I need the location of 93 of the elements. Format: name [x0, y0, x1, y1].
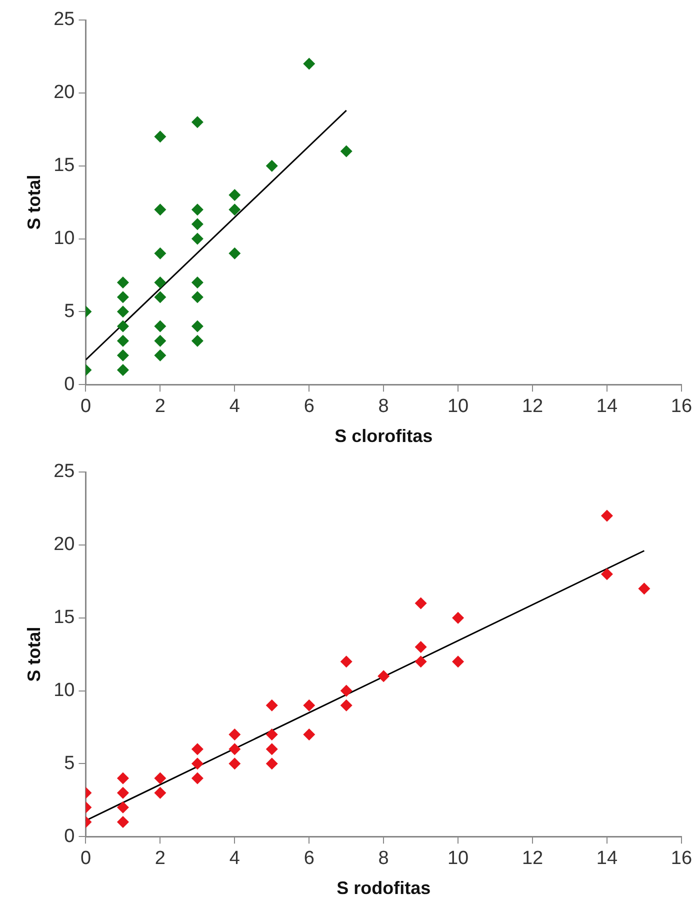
- point: [228, 743, 241, 756]
- point: [600, 568, 613, 580]
- x-axis-title: S rodofitas: [336, 878, 431, 898]
- point: [191, 204, 204, 216]
- point: [116, 276, 129, 289]
- y-axis-title: S total: [24, 174, 44, 230]
- point: [340, 656, 352, 668]
- point: [116, 291, 129, 304]
- x-tick-label: 8: [378, 848, 389, 870]
- point: [228, 189, 241, 202]
- point: [191, 772, 204, 784]
- x-tick-label: 10: [447, 848, 469, 870]
- y-tick-label: 5: [64, 300, 75, 322]
- x-tick-label: 14: [596, 396, 618, 418]
- x-tick-label: 6: [304, 396, 314, 418]
- point: [154, 291, 166, 304]
- x-axis-title: S clorofitas: [334, 426, 433, 446]
- point: [414, 641, 427, 654]
- x-tick-label: 8: [378, 396, 389, 418]
- point: [191, 116, 204, 128]
- point: [154, 786, 166, 799]
- point: [154, 349, 166, 362]
- point: [116, 801, 129, 814]
- point: [116, 786, 129, 799]
- y-tick-label: 25: [54, 9, 75, 30]
- point: [191, 758, 204, 770]
- point: [116, 349, 129, 362]
- x-tick-label: 0: [80, 396, 92, 418]
- y-tick-label: 0: [64, 374, 75, 395]
- y-tick-label: 20: [54, 82, 75, 104]
- y-tick-label: 5: [64, 752, 75, 774]
- point: [228, 247, 241, 260]
- y-tick-label: 25: [54, 461, 75, 482]
- point: [154, 247, 166, 260]
- point: [452, 656, 464, 668]
- point: [154, 276, 166, 289]
- point: [228, 728, 241, 741]
- y-tick-label: 15: [54, 607, 75, 628]
- point: [228, 204, 241, 216]
- point: [303, 699, 316, 712]
- point: [414, 597, 427, 610]
- point: [191, 320, 204, 332]
- point: [191, 291, 204, 304]
- point: [154, 334, 166, 347]
- x-tick-label: 6: [304, 848, 314, 870]
- point: [340, 684, 352, 697]
- x-tick-label: 16: [670, 848, 692, 870]
- point: [154, 772, 166, 784]
- x-tick-label: 12: [522, 848, 544, 870]
- point: [638, 582, 650, 595]
- point: [191, 276, 204, 289]
- x-tick-label: 16: [670, 396, 692, 418]
- point: [191, 218, 204, 230]
- point: [116, 334, 129, 347]
- point: [116, 816, 129, 828]
- y-tick-label: 0: [64, 826, 75, 847]
- x-tick-label: 10: [447, 396, 469, 418]
- point: [303, 728, 316, 741]
- point: [116, 772, 129, 784]
- point: [266, 699, 278, 712]
- point: [266, 743, 278, 756]
- x-tick-label: 14: [596, 848, 618, 870]
- x-tick-label: 12: [522, 396, 544, 418]
- point: [154, 130, 166, 143]
- point: [116, 320, 129, 332]
- y-tick-label: 20: [54, 534, 75, 556]
- point: [266, 728, 278, 741]
- point: [340, 145, 352, 158]
- point: [266, 758, 278, 770]
- point: [191, 743, 204, 756]
- point: [378, 670, 390, 682]
- y-axis-title: S total: [24, 626, 44, 682]
- point: [191, 334, 204, 347]
- x-tick-label: 2: [154, 848, 166, 870]
- point: [266, 160, 278, 172]
- point: [452, 612, 464, 624]
- x-tick-label: 4: [229, 848, 240, 870]
- point: [191, 232, 204, 245]
- point: [600, 510, 613, 522]
- y-tick-label: 10: [54, 228, 75, 249]
- x-tick-label: 4: [229, 396, 240, 418]
- point: [228, 758, 241, 770]
- y-tick-label: 15: [54, 155, 75, 176]
- x-tick-label: 0: [80, 848, 92, 870]
- point: [414, 656, 427, 668]
- x-tick-label: 2: [154, 396, 166, 418]
- point: [116, 364, 129, 376]
- point: [154, 204, 166, 216]
- point: [303, 58, 316, 70]
- point: [340, 699, 352, 712]
- point: [154, 320, 166, 332]
- y-tick-label: 10: [54, 680, 75, 701]
- point: [116, 306, 129, 318]
